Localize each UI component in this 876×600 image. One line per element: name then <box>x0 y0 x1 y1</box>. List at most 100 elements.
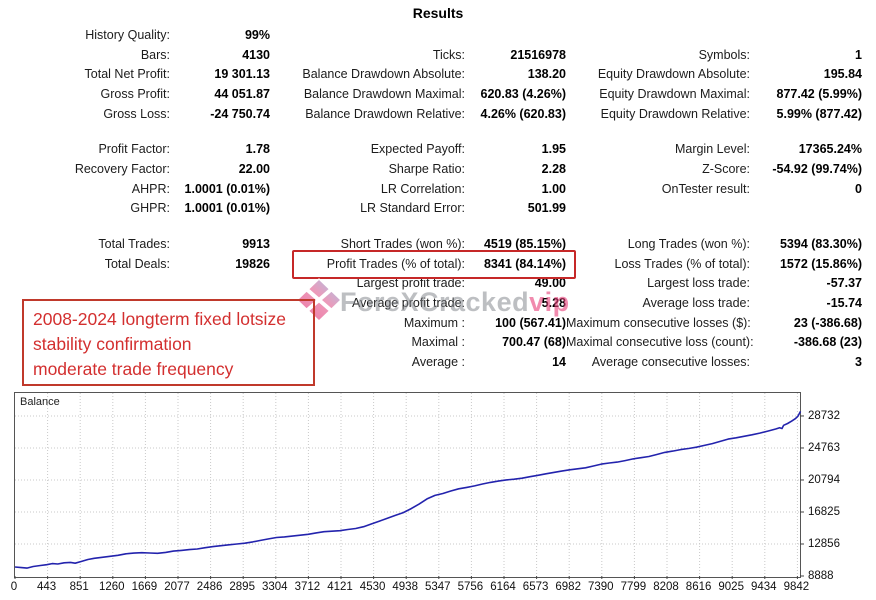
stats-row: Average : 14 Average consecutive losses: 3 <box>0 352 876 372</box>
x-axis-tick-label: 851 <box>69 581 89 593</box>
x-axis-tick-label: 8208 <box>653 581 679 593</box>
stat-label: OnTester result: <box>661 181 750 196</box>
stat-label: Gross Profit: <box>100 86 170 101</box>
stat-label: Maximum consecutive losses ($): <box>566 315 751 330</box>
stat-value: -24 750.74 <box>210 106 270 121</box>
x-axis-tick-label: 7390 <box>588 581 614 593</box>
stats-row: Maximal : 700.47 (68) Maximal consecutive … <box>0 333 876 353</box>
stat-label: Recovery Factor: <box>74 161 170 176</box>
stat-value: 44 051.87 <box>214 86 270 101</box>
annotation-line: stability confirmation <box>33 333 192 354</box>
x-axis-tick-label: 9025 <box>718 581 744 593</box>
stat-label: Bars: <box>140 47 170 62</box>
stat-value: 14 <box>552 355 566 370</box>
x-axis-tick-label: 3304 <box>262 581 288 593</box>
stat-value: 17365.24% <box>798 142 862 157</box>
stat-value: 100 (567.41) <box>495 315 566 330</box>
stats-row: Total Trades: 9913 Short Trades (won %): 45… <box>0 234 876 254</box>
stat-label: Maximum : <box>403 315 465 330</box>
stats-row: Total Deals: 19826 Profit Trades (% of tot… <box>0 254 876 274</box>
stat-label: AHPR: <box>131 181 170 196</box>
x-axis-tick-label: 6164 <box>490 581 516 593</box>
stats-row: Gross Loss: -24 750.74 Balance Drawdown Re… <box>0 104 876 124</box>
stat-value: 1.0001 (0.01%) <box>184 201 270 216</box>
y-axis-tick-label: 12856 <box>808 538 840 550</box>
stat-value: -15.74 <box>826 296 862 311</box>
stat-label: Maximal consecutive loss (count): <box>566 335 754 350</box>
stat-value: 19826 <box>235 256 270 271</box>
stats-row: Average profit trade: 5.28 Average loss tr… <box>0 293 876 313</box>
stat-label: Long Trades (won %): <box>627 237 750 252</box>
stat-value: -54.92 (99.74%) <box>772 161 862 176</box>
y-axis-tick-label: 24763 <box>808 441 840 454</box>
x-axis-tick-label: 2486 <box>196 581 223 593</box>
stat-value: -57.37 <box>826 276 862 291</box>
stat-value: 700.47 (68) <box>502 335 566 350</box>
stat-label: Equity Drawdown Relative: <box>600 106 750 121</box>
stat-label: Balance Drawdown Maximal: <box>303 86 465 101</box>
stats-row: History Quality: 99% <box>0 25 876 45</box>
stat-label: Average consecutive losses: <box>591 355 750 370</box>
stat-label: GHPR: <box>130 201 170 216</box>
stat-label: Balance Drawdown Absolute: <box>302 67 465 82</box>
stat-value: 4519 (85.15%) <box>483 237 566 252</box>
stat-value: 9913 <box>242 237 270 252</box>
stat-value: 8341 (84.14%) <box>483 256 566 271</box>
x-axis-tick-label: 4121 <box>327 581 353 593</box>
stat-value: 21516978 <box>510 47 566 62</box>
balance-chart: Balance <box>14 392 804 579</box>
y-axis-tick-label: 8888 <box>808 570 834 582</box>
x-axis-tick-label: 8616 <box>685 581 712 593</box>
stat-value: 1.78 <box>245 142 270 157</box>
chart-legend-balance: Balance <box>20 396 60 408</box>
stat-value: 23 (-386.68) <box>793 315 862 330</box>
stat-value: 1.00 <box>541 181 566 196</box>
x-axis-tick-label: 443 <box>37 581 57 593</box>
stat-label: Gross Loss: <box>103 106 170 121</box>
x-axis-tick-label: 9842 <box>783 581 810 593</box>
balance-chart-plot <box>14 393 804 579</box>
stat-label: Z-Score: <box>702 161 750 176</box>
y-axis-tick-label: 20794 <box>808 473 840 486</box>
stats-row: Maximum : 100 (567.41) Maximum consecutive… <box>0 313 876 333</box>
x-axis-tick-label: 3712 <box>294 581 321 593</box>
stat-label: Total Net Profit: <box>84 67 170 82</box>
stat-label: Sharpe Ratio: <box>388 161 465 176</box>
stat-value: 4.26% (620.83) <box>480 106 566 121</box>
stat-label: Largest profit trade: <box>356 276 465 291</box>
stats-row: Total Net Profit: 19 301.13 Balance Drawdo… <box>0 64 876 84</box>
stat-value: 22.00 <box>238 161 270 176</box>
x-axis-tick-label: 4938 <box>392 581 418 593</box>
x-axis-tick-label: 2895 <box>229 581 255 593</box>
stats-row: GHPR: 1.0001 (0.01%) LR Standard Error: 501… <box>0 199 876 219</box>
stat-label: Profit Trades (% of total): <box>326 256 465 271</box>
annotation-line: 2008-2024 longterm fixed lotsize <box>33 309 286 329</box>
stats-row: Bars: 4130 Ticks: 21516978 Symbols: 1 <box>0 45 876 65</box>
stat-value: 49.00 <box>534 276 566 291</box>
x-axis-tick-label: 6982 <box>555 581 581 593</box>
x-axis-tick-label: 7799 <box>620 581 647 593</box>
stat-value: 1 <box>855 47 862 62</box>
stat-value: 0 <box>855 181 862 196</box>
stat-label: Average loss trade: <box>642 296 750 311</box>
stat-label: Margin Level: <box>674 142 750 157</box>
stat-value: 195.84 <box>823 67 862 82</box>
stat-value: 501.99 <box>527 201 566 216</box>
stat-label: LR Standard Error: <box>360 201 465 216</box>
stats-table: History Quality: 99% Bars: 4130 Ticks: 215169… <box>0 25 876 372</box>
stat-value: 5.99% (877.42) <box>776 106 862 121</box>
stats-row: AHPR: 1.0001 (0.01%) LR Correlation: 1.00 On… <box>0 179 876 199</box>
stat-value: 19 301.13 <box>214 67 270 82</box>
stat-value: 138.20 <box>527 67 566 82</box>
stats-row: Largest profit trade: 49.00 Largest loss t… <box>0 274 876 294</box>
stat-value: 2.28 <box>541 161 566 176</box>
x-axis-tick-label: 4530 <box>359 581 386 593</box>
stat-value: 99% <box>244 27 270 42</box>
page-title: Results <box>412 5 464 21</box>
stat-label: LR Correlation: <box>380 181 465 196</box>
stat-value: 1572 (15.86%) <box>779 256 862 271</box>
stat-label: Profit Factor: <box>98 142 170 157</box>
stats-row: Recovery Factor: 22.00 Sharpe Ratio: 2.28 Z-… <box>0 159 876 179</box>
stat-value: 3 <box>855 355 862 370</box>
